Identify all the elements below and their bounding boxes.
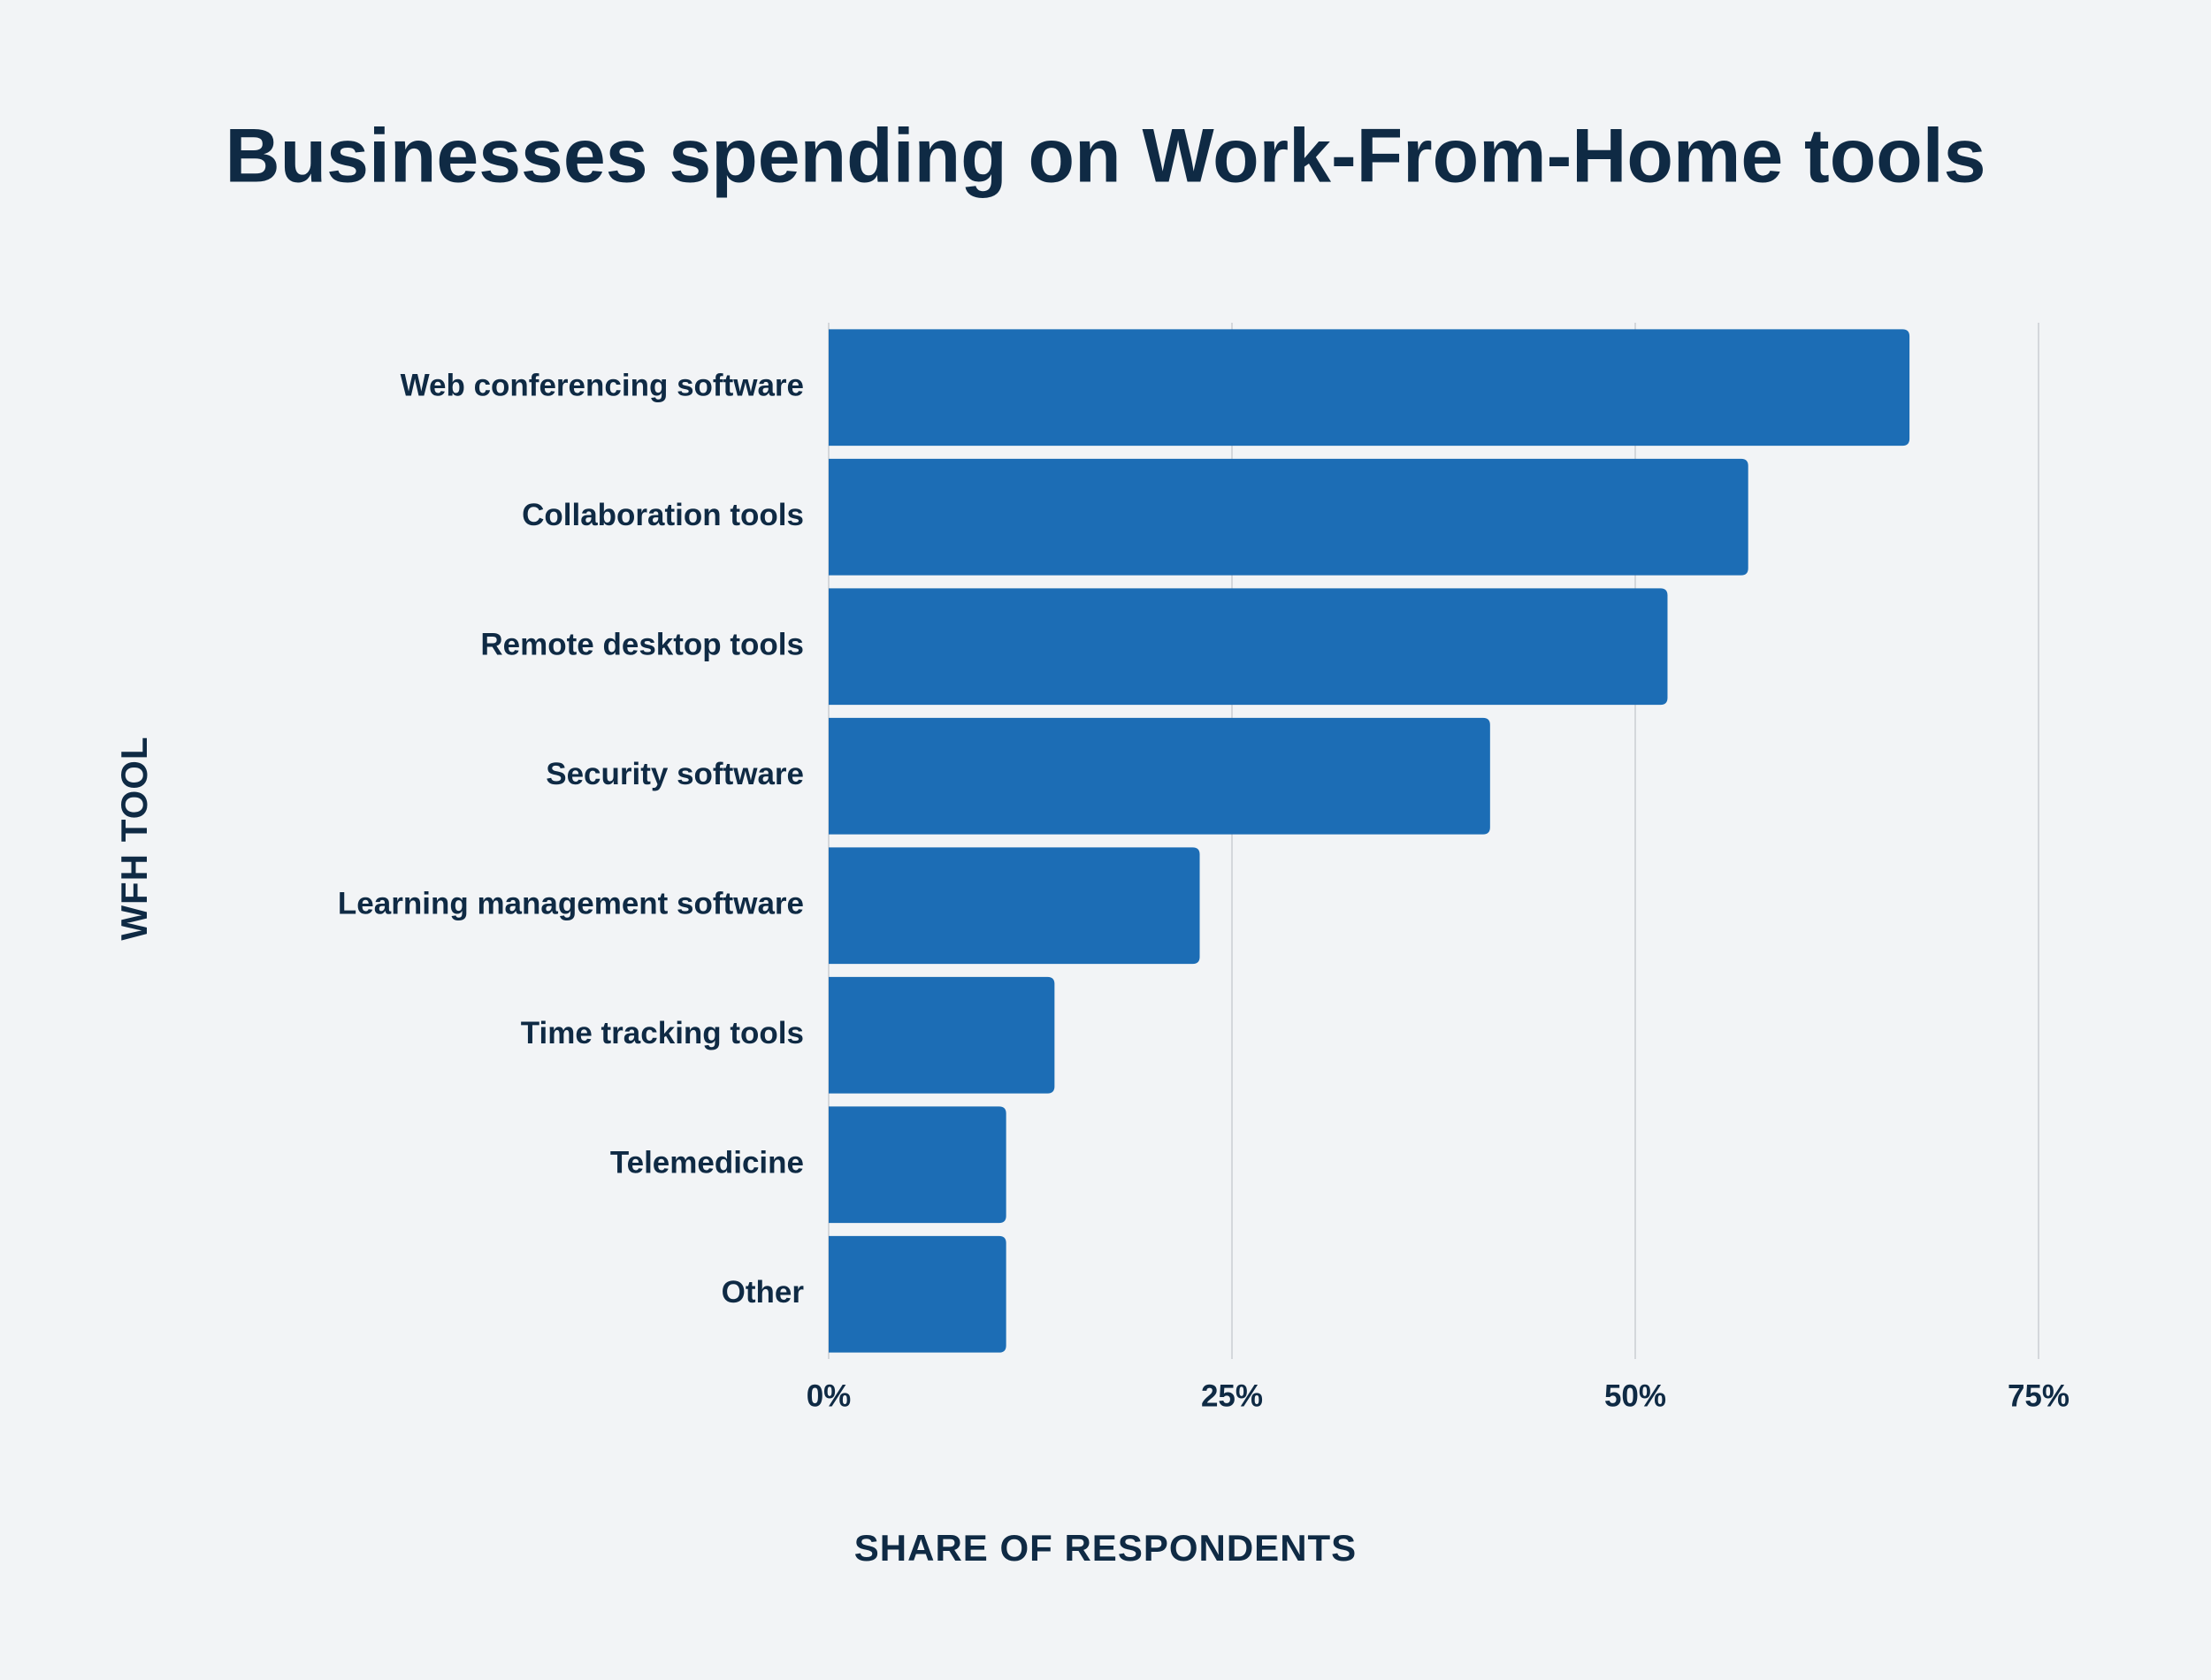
x-tick-label: 25% — [1201, 1378, 1263, 1413]
bar — [829, 847, 1200, 965]
x-tick-label: 0% — [807, 1378, 852, 1413]
y-tick-label: Learning management software — [338, 887, 804, 921]
bar — [829, 458, 1748, 576]
x-tick-label: 75% — [2008, 1378, 2069, 1413]
bar — [829, 1235, 1006, 1353]
y-tick-label: Security software — [546, 757, 804, 791]
x-tick-label: 50% — [1604, 1378, 1666, 1413]
bar — [829, 588, 1668, 706]
y-tick-label: Collaboration tools — [522, 498, 804, 532]
x-axis-title: SHARE OF RESPONDENTS — [854, 1527, 1357, 1569]
y-tick-label: Time tracking tools — [521, 1016, 804, 1050]
bar — [829, 329, 1910, 447]
y-tick-label: Web conferencing software — [401, 369, 804, 403]
bar — [829, 976, 1055, 1094]
bar — [829, 717, 1490, 835]
y-tick-label: Remote desktop tools — [480, 628, 804, 662]
bar — [829, 1106, 1006, 1224]
y-tick-label: Other — [722, 1275, 805, 1310]
y-tick-label: Telemedicine — [610, 1146, 804, 1180]
chart-title: Businesses spending on Work-From-Home to… — [226, 114, 1986, 199]
y-axis-title: WFH TOOL — [113, 736, 155, 940]
